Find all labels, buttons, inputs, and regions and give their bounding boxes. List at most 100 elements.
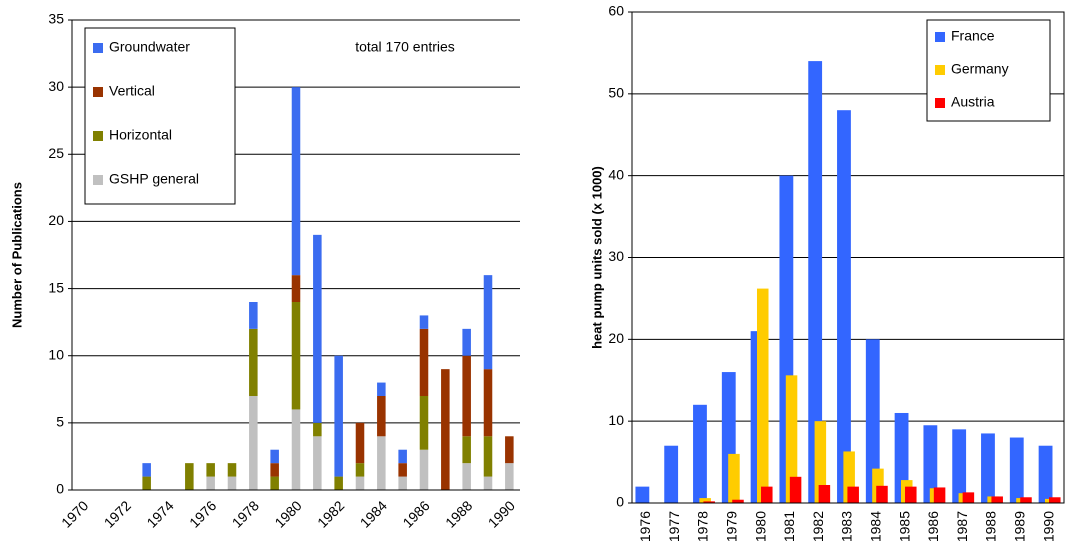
bar-segment [206,476,215,490]
bar-segment [313,234,322,423]
x-tick-label: 1990 [485,497,518,530]
bar-segment [291,409,301,490]
legend-label: France [951,28,995,44]
bar-segment [483,369,493,437]
legend-swatch [93,43,103,53]
x-tick-label: 1974 [143,497,176,530]
bar [814,421,827,503]
bar-segment [377,382,386,396]
bar [991,496,1003,503]
legend-label: Groundwater [109,39,190,55]
bar [664,445,679,503]
bar-segment [291,275,301,302]
bar [1038,445,1053,503]
x-tick-label: 1990 [1040,511,1056,542]
x-tick-label: 1981 [781,511,797,542]
y-tick-label: 25 [48,145,64,161]
x-tick-label: 1988 [442,497,475,530]
x-tick-label: 1986 [925,511,941,542]
bar-segment [441,369,450,490]
x-tick-label: 1978 [229,497,262,530]
bar-segment [249,396,258,490]
bar-segment [142,463,151,477]
y-tick-label: 60 [608,3,624,19]
x-tick-label: 1989 [1012,511,1028,542]
bar-segment [249,328,258,396]
bar-segment [505,436,514,464]
y-tick-label: 5 [56,414,64,430]
bar [843,451,855,503]
bar-segment [462,436,471,464]
bar [1009,437,1024,503]
bar [732,499,744,503]
bar [981,433,995,503]
bar-segment [419,396,429,450]
y-axis-label: heat pump units sold (x 1000) [589,166,604,349]
bar [1049,497,1061,503]
bar [693,404,707,503]
y-tick-label: 20 [608,330,624,346]
bar-segment [334,355,343,477]
plot-frame [631,11,1065,504]
bar-segment [505,463,514,490]
x-tick-label: 1983 [839,511,855,542]
x-tick-label: 1984 [357,497,390,530]
legend-swatch [93,175,103,185]
bar-segment [355,476,365,490]
y-tick-label: 30 [48,78,64,94]
legend-label: Vertical [109,83,155,99]
bar [962,492,975,503]
y-tick-label: 0 [56,481,64,497]
bar-segment [270,449,279,464]
y-tick-label: 10 [608,412,624,428]
bar-segment [206,463,215,477]
bar-segment [398,449,407,464]
bar-segment [313,422,322,437]
bar-segment [291,302,301,410]
bar-segment [313,436,322,490]
bar-segment [419,449,429,490]
bar-segment [462,328,471,356]
bar [933,487,946,503]
x-tick-label: 1987 [954,511,970,542]
bar-segment [377,396,386,437]
x-tick-label: 1979 [724,511,740,542]
x-tick-label: 1985 [896,511,912,542]
bar [865,339,880,503]
y-tick-label: 20 [48,212,64,228]
bar [952,429,967,503]
bar [1020,497,1032,503]
bar-segment [483,476,493,490]
bar [923,425,938,503]
bar-segment [398,476,407,490]
y-tick-label: 15 [48,279,64,295]
bar-segment [419,315,429,329]
x-tick-label: 1982 [810,511,826,542]
y-tick-label: 40 [608,166,624,182]
bar-segment [227,476,237,490]
bar [837,110,851,503]
y-tick-label: 30 [608,248,624,264]
bar-segment [462,355,471,437]
bar-segment [398,463,407,477]
y-axis-label: Number of Publications [9,182,24,328]
x-tick-label: 1980 [271,497,304,530]
x-tick-label: 1986 [399,497,432,530]
bar [808,61,823,503]
bar-segment [355,463,365,477]
legend-swatch [93,131,103,141]
x-tick-label: 1978 [695,511,711,542]
bar-segment [185,463,194,490]
bar [785,375,798,503]
bar [703,501,715,503]
x-tick-label: 1982 [314,497,347,530]
x-tick-label: 1977 [666,511,682,542]
y-tick-label: 10 [48,346,64,362]
x-tick-label: 1980 [752,511,768,542]
bar [728,453,740,503]
bar-segment [462,463,471,490]
x-tick-label: 1984 [868,511,884,542]
y-tick-label: 35 [48,11,64,27]
